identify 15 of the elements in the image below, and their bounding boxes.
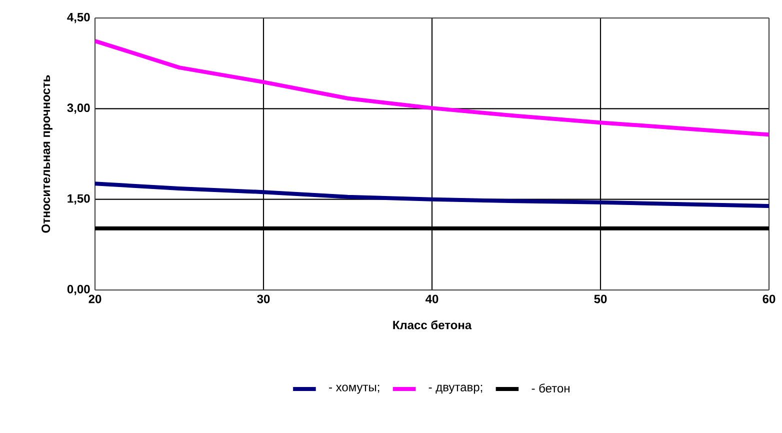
legend-label: - двутавр; <box>428 384 482 394</box>
y-tick-label: 4,50 <box>67 12 90 24</box>
x-tick-label: 60 <box>762 294 776 304</box>
y-axis-title: Относительная прочность <box>42 75 52 233</box>
y-tick-label: 3,00 <box>67 104 90 114</box>
y-tick-label: 0,00 <box>67 284 90 296</box>
y-tick-label: 1,50 <box>68 194 90 204</box>
legend-label: - бетон <box>532 384 570 393</box>
x-tick-label: 40 <box>426 294 438 304</box>
x-tick-label: 20 <box>88 294 102 304</box>
x-axis-title: Класс бетона <box>393 320 472 330</box>
x-tick-label: 30 <box>257 294 270 304</box>
line-series <box>95 38 770 137</box>
legend-label: - хомуты; <box>329 384 380 394</box>
x-tick-label: 50 <box>594 294 607 304</box>
